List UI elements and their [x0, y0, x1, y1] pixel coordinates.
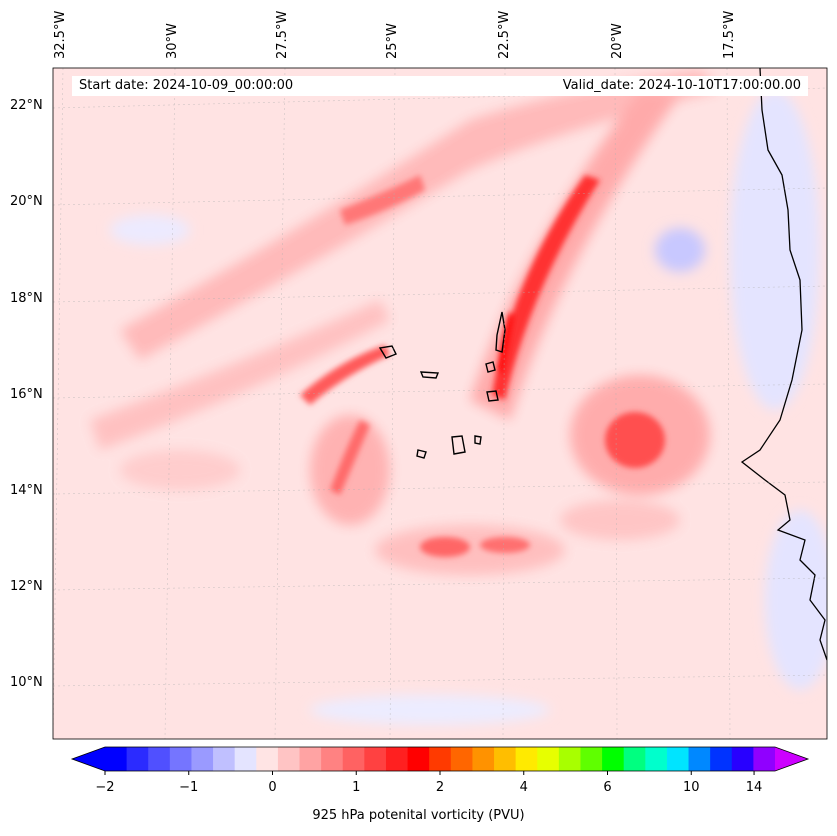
lon-label-22.5w: 22.5°W [497, 10, 512, 59]
colorbar-swatch [213, 747, 236, 771]
colorbar-tick-label: 0 [268, 780, 277, 795]
cape-verde-islands [378, 311, 506, 459]
negative-pv-areas [110, 90, 827, 725]
colorbar-swatch [666, 747, 690, 771]
colorbar [70, 746, 810, 775]
colorbar-swatch [710, 747, 733, 771]
map-frame [52, 67, 828, 740]
colorbar-swatch [126, 747, 149, 771]
colorbar-swatch [169, 747, 192, 771]
lat-label-14n: 14°N [10, 483, 43, 498]
colorbar-tick-label: −1 [179, 780, 199, 795]
colorbar-swatch [688, 747, 711, 771]
colorbar-swatch [148, 747, 171, 771]
colorbar-swatch [191, 747, 214, 771]
pv-field [53, 68, 827, 739]
lat-label-12n: 12°N [10, 579, 43, 594]
colorbar-tick-label: 14 [745, 780, 763, 795]
lon-label-32.5w: 32.5°W [53, 10, 68, 59]
pv-bands-strong [300, 175, 665, 557]
colorbar-swatch [256, 747, 279, 771]
colorbar-swatch [407, 747, 430, 771]
colorbar-extend-min [72, 747, 105, 771]
lon-label-27.5w: 27.5°W [275, 10, 290, 59]
lat-label-18n: 18°N [10, 291, 43, 306]
colorbar-swatch [277, 747, 301, 771]
colorbar-tick-label: 10 [682, 780, 700, 795]
lat-label-22n: 22°N [10, 98, 43, 113]
colorbar-tick-label: 1 [352, 780, 361, 795]
colorbar-swatch [429, 747, 452, 771]
colorbar-swatch [537, 747, 560, 771]
colorbar-swatch [234, 747, 257, 771]
colorbar-swatch [494, 747, 517, 771]
colorbar-swatch [364, 747, 387, 771]
colorbar-swatch [299, 747, 322, 771]
colorbar-swatch [105, 747, 128, 771]
colorbar-swatch [645, 747, 668, 771]
colorbar-swatch [321, 747, 344, 771]
colorbar-swatch [753, 747, 776, 771]
colorbar-tick-label: 4 [519, 780, 528, 795]
lat-label-16n: 16°N [10, 387, 43, 402]
colorbar-title: 925 hPa potenital vorticity (PVU) [312, 808, 525, 823]
colorbar-swatch [558, 747, 581, 771]
colorbar-tick-label: 6 [603, 780, 612, 795]
colorbar-swatch [623, 747, 646, 771]
colorbar-tick-label: −2 [95, 780, 115, 795]
colorbar-swatch [731, 747, 754, 771]
africa-coastline [740, 68, 827, 661]
colorbar-swatch [342, 747, 365, 771]
colorbar-swatch [472, 747, 495, 771]
colorbar-tick-label: 2 [435, 780, 445, 795]
lon-label-30w: 30°W [165, 23, 180, 59]
lat-label-10n: 10°N [10, 675, 43, 690]
lon-label-17.5w: 17.5°W [722, 10, 737, 59]
start-date-text: Start date: 2024-10-09_00:00:00 [79, 78, 294, 93]
colorbar-swatch [602, 747, 625, 771]
colorbar-swatch [385, 747, 409, 771]
valid-date-text: Valid_date: 2024-10-10T17:00:00.00 [562, 78, 801, 93]
lon-label-20w: 20°W [610, 23, 625, 59]
date-info-bar: Start date: 2024-10-09_00:00:00 Valid_da… [72, 76, 808, 96]
colorbar-swatch [580, 747, 603, 771]
colorbar-swatch [515, 747, 538, 771]
lat-label-20n: 20°N [10, 194, 43, 209]
colorbar-swatch [450, 747, 473, 771]
colorbar-extend-max [775, 747, 808, 771]
lon-label-25w: 25°W [385, 23, 400, 59]
gridlines [53, 68, 827, 739]
